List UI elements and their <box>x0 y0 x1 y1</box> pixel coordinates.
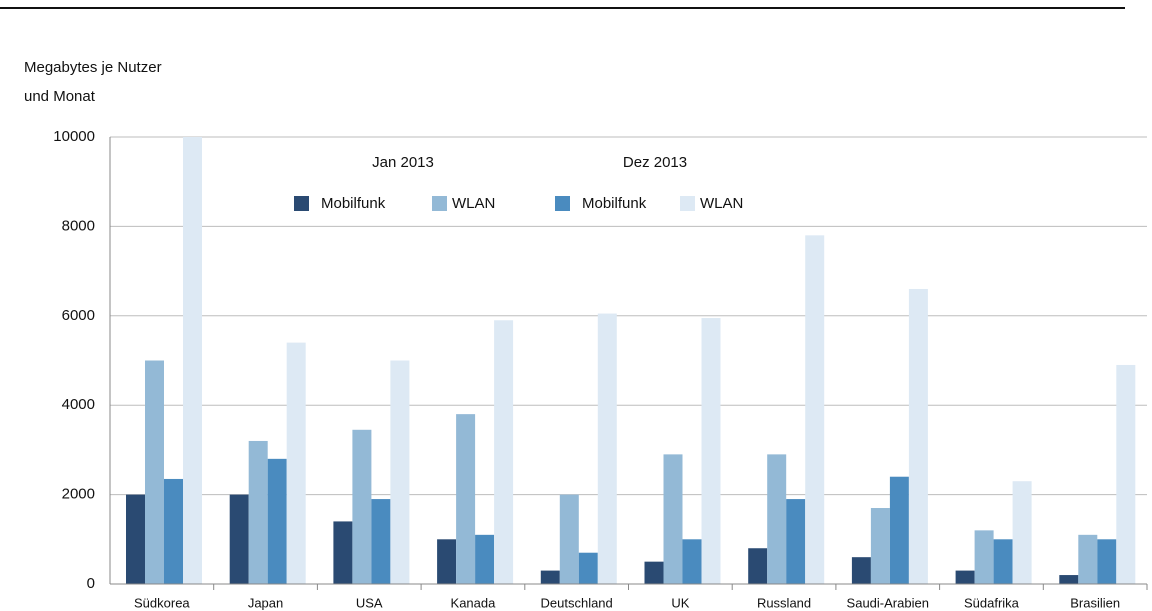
x-tick-label: USA <box>356 595 383 610</box>
bar <box>248 440 268 584</box>
bar <box>1012 481 1032 584</box>
x-tick-label: UK <box>671 595 689 610</box>
bar <box>682 539 702 584</box>
bar <box>475 534 495 584</box>
bar <box>701 318 721 584</box>
legend-label: Mobilfunk <box>321 195 386 212</box>
bar <box>494 320 514 584</box>
bar <box>267 458 287 584</box>
x-tick-label: Kanada <box>451 595 497 610</box>
bar <box>286 342 306 584</box>
x-tick-label: Südafrika <box>964 595 1020 610</box>
bar <box>748 548 768 584</box>
bar <box>578 552 598 584</box>
bar <box>352 429 372 584</box>
bar <box>908 288 928 584</box>
y-tick-label: 8000 <box>62 217 95 234</box>
bar <box>974 530 994 584</box>
bar <box>1097 539 1117 584</box>
bar <box>663 454 683 584</box>
legend-swatch <box>680 196 695 211</box>
y-axis-label: und Monat <box>24 88 96 105</box>
y-tick-label: 6000 <box>62 307 95 324</box>
bar <box>183 137 202 584</box>
y-axis-label: Megabytes je Nutzer <box>24 59 162 76</box>
legend-label: WLAN <box>700 195 743 212</box>
bar <box>164 478 183 584</box>
y-tick-label: 2000 <box>62 486 95 503</box>
bar <box>145 360 164 584</box>
x-tick-label: Japan <box>248 595 283 610</box>
legend-swatch <box>555 196 570 211</box>
bar <box>993 539 1013 584</box>
y-tick-label: 4000 <box>62 396 95 413</box>
x-tick-label: Saudi-Arabien <box>847 595 929 610</box>
legend-swatch <box>294 196 309 211</box>
bar <box>390 360 410 584</box>
x-tick-label: Deutschland <box>541 595 613 610</box>
bar <box>456 414 476 584</box>
legend-swatch <box>432 196 447 211</box>
bar <box>1059 575 1079 584</box>
bar <box>597 313 617 584</box>
bar <box>1116 364 1136 584</box>
bar <box>955 570 975 584</box>
bar <box>333 521 353 584</box>
bar <box>437 539 457 584</box>
legend-title: Dez 2013 <box>623 154 687 171</box>
bar <box>644 561 664 584</box>
bar <box>126 494 145 584</box>
y-tick-label: 10000 <box>53 128 95 145</box>
y-tick-label: 0 <box>87 575 95 592</box>
legend-label: WLAN <box>452 195 495 212</box>
x-tick-label: Brasilien <box>1070 595 1120 610</box>
legend-label: Mobilfunk <box>582 195 647 212</box>
bar <box>540 570 560 584</box>
bar <box>805 235 825 584</box>
bar <box>1078 534 1098 584</box>
bar <box>870 508 890 584</box>
bar <box>889 476 909 584</box>
legend-title: Jan 2013 <box>372 154 434 171</box>
bar <box>371 499 391 584</box>
bar <box>851 557 871 584</box>
bar <box>767 454 787 584</box>
bar <box>786 499 806 584</box>
bar <box>229 494 249 584</box>
x-tick-label: Südkorea <box>134 595 190 610</box>
x-tick-label: Russland <box>757 595 811 610</box>
bar <box>559 494 579 584</box>
